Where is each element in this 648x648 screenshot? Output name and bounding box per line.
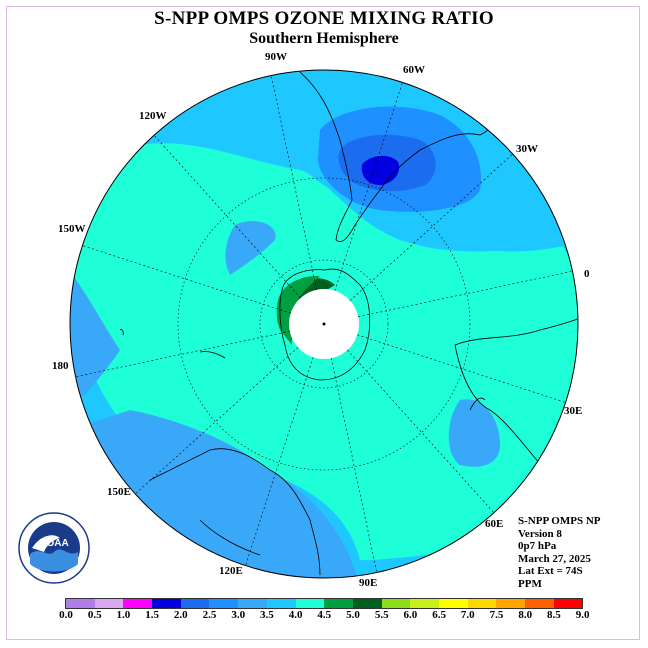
- colorbar: [65, 598, 584, 609]
- coastline-australia: [149, 448, 321, 576]
- lon-label-60e: 60E: [485, 518, 504, 530]
- colorbar-swatch: [525, 599, 554, 608]
- colorbar-tick-label: 3.5: [260, 609, 274, 621]
- colorbar-swatch: [381, 599, 411, 608]
- colorbar-tick-label: 5.0: [346, 609, 360, 621]
- colorbar-tick-label: 4.5: [317, 609, 332, 621]
- colorbar-swatch: [410, 599, 439, 608]
- colorbar-tick-label: 7.5: [489, 609, 504, 621]
- colorbar-swatch: [123, 599, 153, 608]
- info-instrument: S-NPP OMPS NP: [518, 515, 601, 527]
- colorbar-tick-label: 3.0: [231, 609, 246, 621]
- coastline-new-zealand: [119, 329, 226, 359]
- meridian-line: [349, 153, 513, 301]
- meridian-line: [270, 75, 318, 290]
- meridian-line: [334, 82, 403, 291]
- colorbar-swatch: [295, 599, 325, 608]
- colorbar-swatch: [352, 599, 382, 608]
- meridian-line: [82, 245, 291, 314]
- field-blue-right-pocket: [448, 399, 500, 467]
- colorbar-tick-label: 5.5: [374, 609, 389, 621]
- meridian-line: [135, 347, 299, 495]
- colorbar-tick-label: 7.0: [460, 609, 475, 621]
- colorbar-swatch: [324, 599, 353, 608]
- lon-label-120e: 120E: [219, 565, 243, 577]
- colorbar-ticks: 0.0 0.5 1.0 1.5 2.0 2.5 3.0 3.5 4.0 4.5 5.0 5.5 6.0 6…: [0, 609, 648, 623]
- pole-marker: [322, 322, 326, 326]
- map-subtitle: Southern Hemisphere: [249, 30, 399, 47]
- lon-label-120w: 120W: [139, 110, 167, 122]
- meridian-line: [153, 135, 301, 299]
- info-block: S-NPP OMPS NP Version 8 0p7 hPa March 27…: [518, 515, 601, 590]
- figure-frame: [6, 6, 640, 640]
- colorbar-tick-label: 2.5: [202, 609, 217, 621]
- colorbar-tick-label: 6.5: [432, 609, 446, 621]
- lon-label-60w: 60W: [403, 64, 425, 76]
- noaa-logo: NOAA: [18, 512, 90, 584]
- colorbar-swatch: [496, 599, 525, 608]
- colorbar-swatch: [438, 599, 468, 608]
- lon-label-30w: 30W: [516, 143, 538, 155]
- lon-label-150e: 150E: [107, 486, 131, 498]
- lon-label-0: 0: [584, 268, 590, 280]
- field-blue-upper-left: [225, 220, 276, 275]
- lon-label-150w: 150W: [58, 223, 86, 235]
- colorbar-tick-label: 8.0: [518, 609, 533, 621]
- map-boundary: [69, 69, 579, 579]
- info-date: March 27, 2025: [518, 552, 591, 565]
- lon-label-90w: 90W: [265, 51, 287, 63]
- coastline-south-america: [299, 71, 506, 242]
- colorbar-swatch: [553, 599, 583, 608]
- lon-label-90e: 90E: [359, 577, 378, 589]
- coastline-antarctica: [279, 268, 371, 381]
- meridian-line: [245, 357, 314, 566]
- coastline-africa: [454, 317, 578, 471]
- colorbar-swatch: [467, 599, 497, 608]
- colorbar-tick-label: 9.0: [575, 609, 590, 621]
- colorbar-tick-label: 8.5: [547, 609, 561, 621]
- colorbar-tick-label: 0.0: [59, 609, 73, 621]
- colorbar-swatch: [66, 599, 95, 608]
- colorbar-swatch: [180, 599, 210, 608]
- info-version: Version 8: [518, 527, 562, 540]
- colorbar-tick-label: 2.0: [173, 609, 188, 621]
- colorbar-tick-label: 0.5: [87, 609, 102, 621]
- colorbar-swatch: [266, 599, 296, 608]
- map-title: S-NPP OMPS OZONE MIXING RATIO: [154, 8, 494, 29]
- colorbar-swatch: [152, 599, 181, 608]
- meridian-line: [358, 270, 573, 318]
- colorbar-tick-label: 1.5: [145, 609, 159, 621]
- noaa-logo-text: NOAA: [39, 538, 68, 549]
- colorbar-tick-label: 4.0: [288, 609, 303, 621]
- colorbar-tick-label: 6.0: [403, 609, 418, 621]
- field-green: [276, 275, 320, 345]
- latitude-circle-60: [259, 259, 389, 389]
- colorbar-swatch: [94, 599, 124, 608]
- info-lat-ext: Lat Ext = 74S: [518, 565, 583, 577]
- colorbar-tick-label: 1.0: [116, 609, 131, 621]
- field-dark-blue: [361, 155, 400, 186]
- info-pressure: 0p7 hPa: [518, 540, 557, 552]
- latitude-circle-45: [177, 177, 471, 471]
- meridian-line: [357, 334, 566, 403]
- lon-label-180: 180: [52, 360, 69, 372]
- meridian-line: [347, 349, 495, 513]
- lon-label-30e: 30E: [564, 405, 583, 417]
- meridian-line: [330, 358, 378, 573]
- colorbar-swatch: [238, 599, 267, 608]
- info-units: PPM: [518, 577, 542, 590]
- meridian-line: [75, 330, 290, 378]
- colorbar-swatch: [209, 599, 239, 608]
